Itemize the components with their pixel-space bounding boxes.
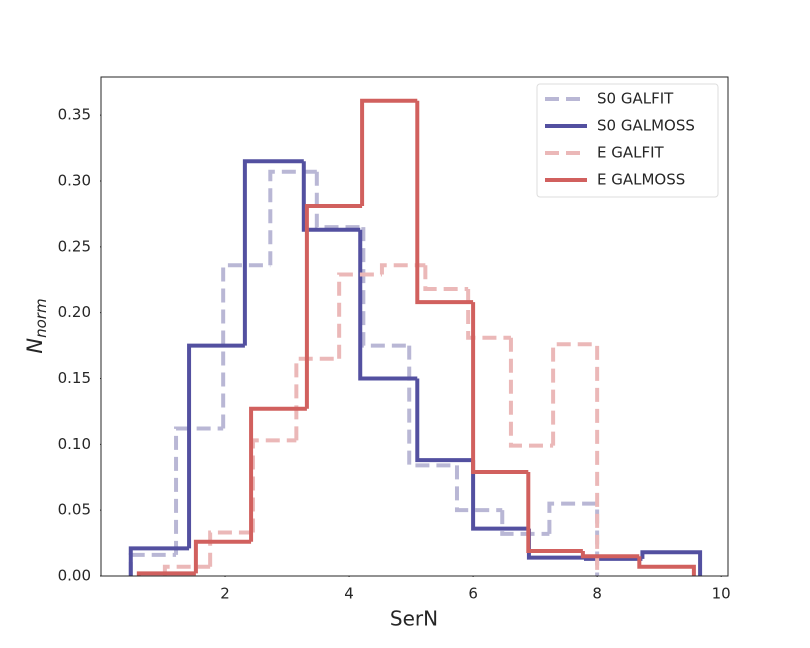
legend-label: S0 GALFIT bbox=[597, 90, 674, 108]
histogram-step bbox=[526, 528, 586, 560]
histogram-step bbox=[415, 378, 474, 463]
histogram-step bbox=[337, 272, 382, 359]
histogram-step bbox=[500, 510, 550, 536]
x-tick-label: 2 bbox=[220, 585, 230, 603]
y-tick-label: 0.35 bbox=[58, 106, 91, 124]
x-tick-label: 10 bbox=[712, 585, 731, 603]
histogram-step bbox=[128, 546, 190, 576]
histogram-step bbox=[249, 406, 307, 542]
histogram-step bbox=[242, 159, 304, 346]
histogram-step bbox=[221, 263, 271, 429]
legend-box bbox=[536, 83, 719, 198]
y-tick-label: 0.10 bbox=[58, 435, 91, 453]
legend-label: E GALFIT bbox=[597, 144, 665, 162]
x-tick-label: 4 bbox=[344, 585, 354, 603]
legend-label: E GALMOSS bbox=[597, 171, 685, 189]
plot-frame bbox=[100, 76, 729, 577]
histogram-step bbox=[193, 539, 252, 574]
histogram-step bbox=[471, 302, 529, 474]
histogram-step bbox=[136, 571, 196, 576]
histogram-step bbox=[268, 169, 317, 266]
histogram-step bbox=[466, 288, 511, 340]
histogram-step bbox=[526, 471, 583, 553]
histogram-step bbox=[250, 438, 297, 533]
histogram-step bbox=[407, 345, 457, 468]
histogram-step bbox=[314, 171, 364, 230]
y-tick-label: 0.15 bbox=[58, 369, 91, 387]
histogram-step bbox=[379, 263, 426, 275]
y-tick-label: 0.25 bbox=[58, 237, 91, 255]
histogram-step bbox=[637, 556, 696, 576]
y-tick-label: 0.20 bbox=[58, 303, 91, 321]
histogram-step bbox=[508, 337, 554, 448]
histogram-step bbox=[423, 265, 469, 291]
histogram-step bbox=[358, 229, 418, 381]
histogram-step bbox=[640, 550, 703, 576]
histogram-step bbox=[361, 227, 410, 348]
y-axis-label: Nnorm bbox=[23, 298, 50, 353]
histogram-step bbox=[551, 342, 600, 576]
histogram-step bbox=[360, 98, 418, 207]
histogram-step bbox=[208, 530, 253, 567]
histogram-step bbox=[454, 465, 503, 513]
histogram-step bbox=[304, 204, 363, 409]
histogram-step bbox=[580, 550, 640, 559]
legend-label: S0 GALMOSS bbox=[597, 117, 695, 135]
histogram-step bbox=[547, 501, 600, 576]
histogram-step bbox=[471, 460, 529, 531]
histogram-step bbox=[301, 161, 361, 232]
y-axis-label-sub: norm bbox=[32, 298, 50, 337]
x-axis-label: SerN bbox=[390, 607, 438, 631]
histogram-step bbox=[294, 356, 340, 441]
histogram-step bbox=[187, 343, 245, 549]
y-tick-label: 0.30 bbox=[58, 172, 91, 190]
y-tick-label: 0.00 bbox=[58, 567, 91, 585]
histogram-step bbox=[174, 426, 224, 555]
histogram-step bbox=[415, 100, 474, 305]
x-tick-label: 8 bbox=[592, 585, 602, 603]
x-tick-label: 6 bbox=[468, 585, 478, 603]
y-tick-label: 0.05 bbox=[58, 501, 91, 519]
y-axis-label-base: N bbox=[23, 338, 47, 354]
